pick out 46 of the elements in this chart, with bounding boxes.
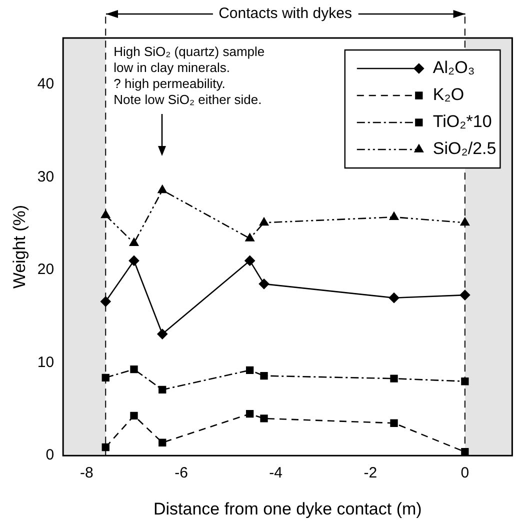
point	[460, 218, 470, 226]
legend-label: K₂O	[432, 85, 464, 104]
y-tick-label: 10	[37, 354, 54, 371]
x-axis-title: Distance from one dyke contact (m)	[153, 499, 422, 518]
point	[244, 256, 255, 266]
point	[102, 443, 110, 452]
legend-label: Al₂O₃	[432, 58, 475, 78]
point	[388, 292, 400, 303]
point	[258, 278, 270, 290]
point	[129, 238, 139, 246]
y-tick-label: 30	[37, 168, 54, 186]
legend-label: TiO₂*10	[432, 112, 492, 132]
point	[461, 378, 469, 386]
point	[390, 419, 398, 427]
point	[158, 185, 167, 194]
point	[246, 366, 254, 374]
point	[158, 386, 166, 394]
x-tick-label: -8	[80, 464, 94, 482]
y-tick-label: 20	[37, 261, 54, 278]
legend-label: SiO₂/2.5	[432, 139, 496, 158]
text: Contacts with dykes	[218, 5, 352, 22]
point	[259, 218, 269, 226]
point	[390, 374, 398, 382]
x-tick-label: -4	[269, 464, 282, 482]
x-tick-label: -6	[174, 464, 188, 482]
point	[246, 410, 254, 418]
x-tick-label: 0	[460, 464, 470, 482]
point	[260, 414, 268, 422]
point	[128, 256, 140, 266]
point	[100, 296, 111, 307]
point	[130, 365, 138, 374]
point	[460, 290, 470, 300]
x-tick-label: -2	[364, 464, 378, 482]
point	[102, 374, 110, 382]
y-axis-title: Weight (%)	[10, 204, 29, 289]
y-tick-label: 0	[46, 446, 54, 464]
point	[157, 328, 168, 340]
point	[130, 412, 138, 420]
point	[245, 233, 254, 242]
point	[461, 448, 469, 456]
point	[101, 210, 110, 218]
point	[158, 438, 166, 446]
annotation: High SiO₂ (quartz) sample low in clay minerals. ? high permeability. Note low SiO₂ either side.	[114, 44, 265, 108]
point	[389, 212, 399, 220]
point	[260, 372, 268, 380]
y-tick-label: 40	[37, 76, 54, 93]
